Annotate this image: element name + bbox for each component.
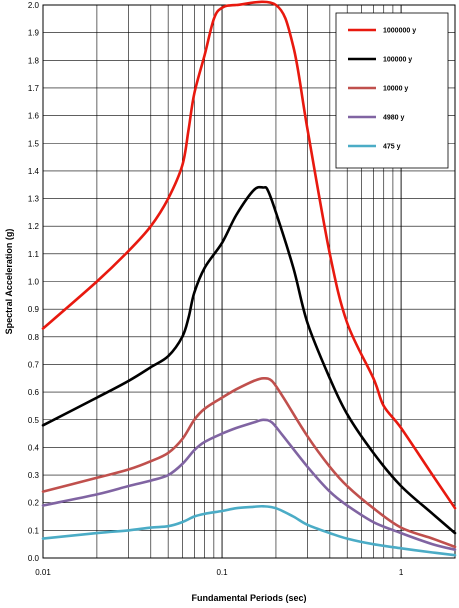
y-tick-label: 0.6 [28,388,40,397]
series-line-10000-y [41,376,457,549]
legend: 1000000 y 100000 y 10000 y 4980 y 475 y [335,12,449,169]
y-tick-label: 0.4 [28,443,40,452]
x-tick-label: 0.01 [35,568,51,577]
y-tick-labels: 0.0 0.1 0.2 0.3 0.4 0.5 0.6 0.7 0.8 0.9 1.0 1.1 1.2 1… [28,1,40,563]
legend-box [335,12,449,169]
x-axis-title: Fundamental Periods (sec) [191,593,306,603]
series-layer [41,0,457,557]
y-tick-label: 0.0 [28,554,40,563]
y-tick-label: 1.3 [28,195,40,204]
y-tick-label: 1.5 [28,139,40,148]
series-line-475-y [41,504,457,557]
x-tick-label: 1 [399,568,404,577]
x-tick-labels: 0.01 0.1 1 [35,568,404,577]
y-tick-label: 2.0 [28,1,40,10]
legend-label: 4980 y [383,115,405,122]
y-tick-label: 1.8 [28,56,40,65]
y-tick-label: 1.1 [28,250,40,259]
y-tick-label: 0.3 [28,471,40,480]
legend-label: 10000 y [383,86,408,93]
y-tick-label: 1.0 [28,278,40,287]
legend-label: 475 y [383,144,401,151]
y-tick-label: 1.9 [28,29,40,38]
y-tick-label: 1.2 [28,222,40,231]
y-tick-label: 0.2 [28,499,40,508]
y-tick-label: 1.6 [28,112,40,121]
legend-label: 1000000 y [383,28,416,35]
y-tick-label: 0.7 [28,360,40,369]
y-tick-label: 0.9 [28,305,40,314]
y-tick-label: 1.7 [28,84,40,93]
y-axis-title: Spectral Acceleration (g) [4,229,14,335]
y-tick-label: 0.5 [28,416,40,425]
series-line-100000-y [41,185,457,535]
legend-label: 100000 y [383,57,412,64]
y-tick-label: 0.1 [28,526,40,535]
x-tick-label: 0.1 [216,568,228,577]
plot-area-frame [42,4,456,559]
y-tick-label: 0.8 [28,333,40,342]
y-tick-label: 1.4 [28,167,40,176]
series-line-1000000-y [41,0,457,510]
series-line-4980-y [41,418,457,551]
